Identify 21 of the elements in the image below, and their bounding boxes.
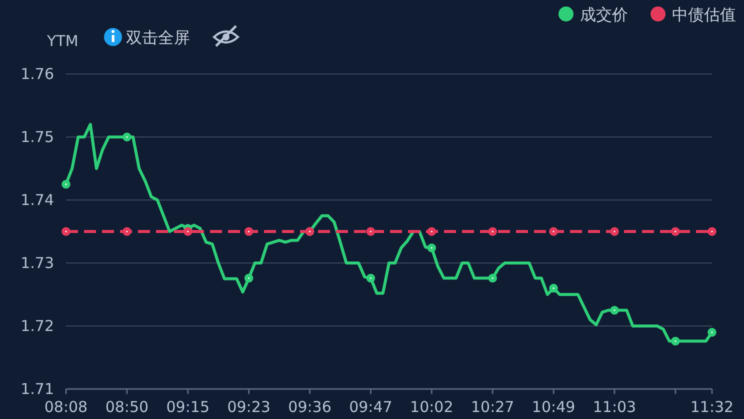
text: 双击全屏 [126,28,190,47]
x-tick-label: 09:23 [227,398,270,416]
y-tick-label: 1.72 [20,317,54,335]
y-tick-label: 1.75 [20,128,54,146]
x-tick-label: 09:47 [349,398,392,416]
y-tick-label: 1.74 [20,191,54,209]
y-tick-label: 1.76 [20,65,54,83]
x-tick-label: 11:03 [592,398,636,416]
legend-label: 中债估值 [672,5,736,24]
legend-label: 成交价 [580,5,628,24]
x-tick-label: 08:50 [105,398,149,416]
x-tick-label: 11:32 [690,398,734,416]
x-tick-label: 10:02 [410,398,454,416]
x-tick-label: 09:36 [288,398,332,416]
x-tick-label: 10:27 [470,398,514,416]
x-tick-label: 09:15 [166,398,210,416]
y-tick-label: 1.73 [20,254,54,272]
x-tick-label: 08:08 [44,398,88,416]
y-axis-title: YTM [46,32,78,50]
x-tick-label: 10:49 [532,398,576,416]
y-tick-label: 1.71 [20,380,54,398]
